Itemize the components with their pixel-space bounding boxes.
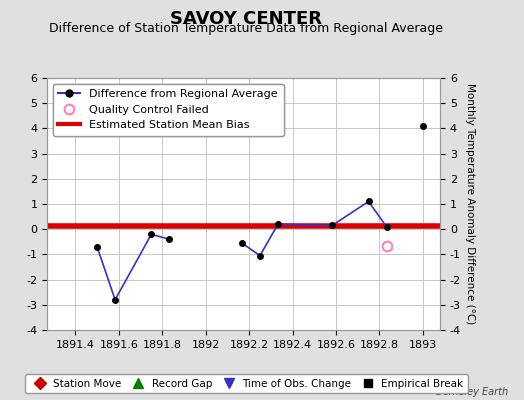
- Text: Berkeley Earth: Berkeley Earth: [436, 387, 508, 397]
- Legend: Difference from Regional Average, Quality Control Failed, Estimated Station Mean: Difference from Regional Average, Qualit…: [53, 84, 283, 136]
- Text: SAVOY CENTER: SAVOY CENTER: [170, 10, 322, 28]
- Text: Difference of Station Temperature Data from Regional Average: Difference of Station Temperature Data f…: [49, 22, 443, 35]
- Y-axis label: Monthly Temperature Anomaly Difference (°C): Monthly Temperature Anomaly Difference (…: [465, 83, 475, 325]
- Legend: Station Move, Record Gap, Time of Obs. Change, Empirical Break: Station Move, Record Gap, Time of Obs. C…: [25, 374, 467, 393]
